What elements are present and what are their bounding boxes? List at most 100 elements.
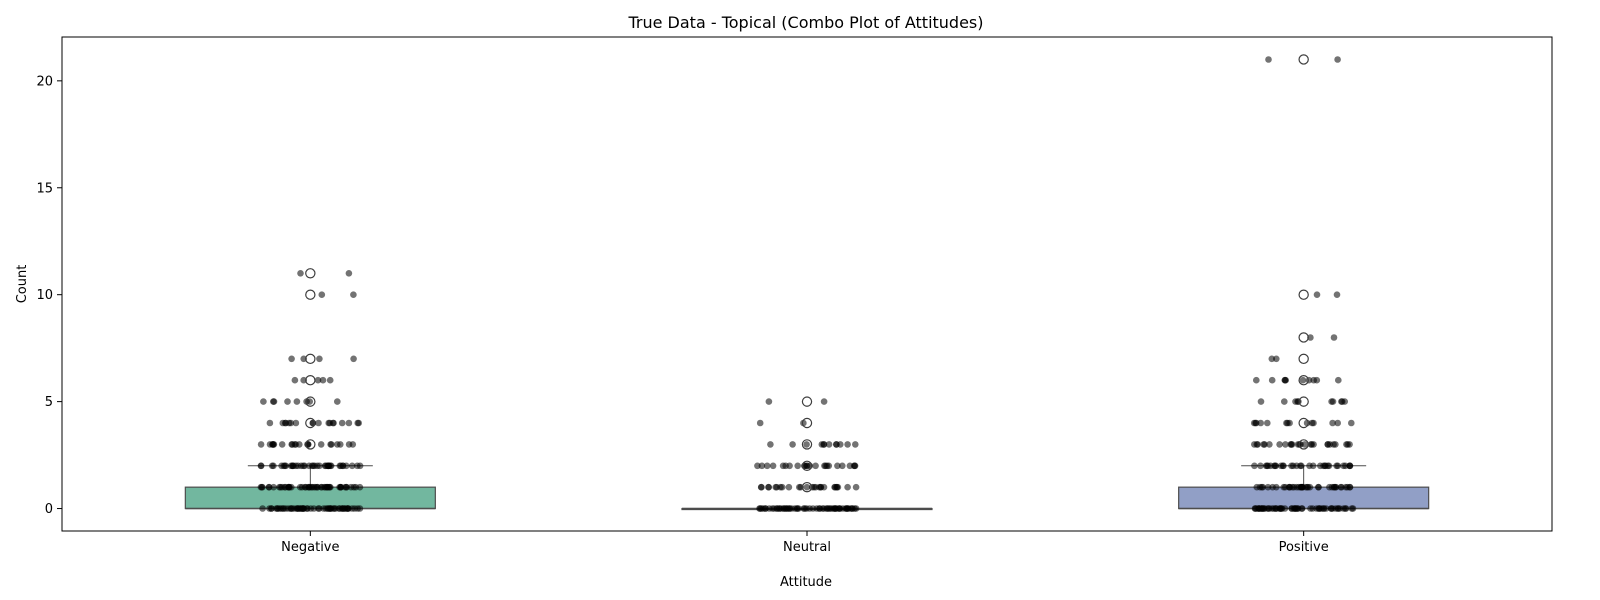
strip-point (334, 398, 341, 405)
outlier-point (1298, 439, 1309, 450)
strip-point (1332, 483, 1340, 491)
strip-point (1299, 376, 1307, 384)
strip-point (268, 462, 276, 470)
strip-point (765, 398, 773, 405)
strip-point (812, 462, 819, 470)
plot-area: 0 5 10 15 20 Negative Neutral Positive (36, 36, 1553, 555)
strip-point (1287, 441, 1294, 448)
strip-point (259, 505, 266, 512)
strip-point (1307, 441, 1315, 448)
strip-point (1344, 441, 1351, 448)
outlier-point (801, 481, 813, 493)
strip-point (1315, 505, 1323, 512)
strip-point (1264, 419, 1271, 427)
outlier-point (305, 396, 316, 407)
strip-point (1326, 483, 1333, 491)
strip-point (281, 462, 289, 470)
strip-point (318, 291, 326, 299)
strip-point (785, 483, 793, 491)
outlier-point (305, 375, 316, 386)
strip-point (284, 398, 291, 405)
strip-point (1254, 505, 1262, 512)
x-tick-label-neutral: Neutral (783, 540, 831, 555)
strip-point (1332, 441, 1339, 448)
strip-point (1298, 505, 1306, 512)
strip-point (1282, 441, 1289, 448)
strip-point (1305, 376, 1313, 384)
strip-point (291, 376, 299, 384)
outlier-point (305, 417, 316, 429)
outliers-negative (305, 268, 316, 450)
strip-point (778, 505, 785, 512)
strip-point (1273, 483, 1280, 491)
strip-point (351, 505, 359, 512)
strip-point (1315, 483, 1322, 491)
strip-point (844, 505, 852, 512)
strip-point (1283, 419, 1290, 427)
strip-point (794, 462, 801, 470)
strip-point (288, 441, 296, 448)
strip-point (852, 483, 860, 491)
box-body (1178, 486, 1430, 510)
strip-point (833, 441, 840, 448)
strip-point (1271, 462, 1278, 470)
strip-point (308, 462, 316, 470)
strip-point (769, 505, 776, 512)
x-tick-label-positive: Positive (1279, 540, 1329, 555)
strip-point (789, 441, 796, 448)
outlier-point (1298, 289, 1309, 300)
strip-point (769, 462, 777, 470)
strip-point (1297, 441, 1304, 448)
strip-point (332, 505, 340, 512)
strip-point (350, 355, 357, 363)
strip-point (302, 483, 310, 491)
strip-point (1276, 441, 1283, 448)
strip-point (1257, 419, 1264, 427)
strip-point (1299, 483, 1306, 491)
strip-point (1320, 462, 1327, 470)
outlier-point (801, 439, 813, 450)
strip-point (334, 441, 341, 448)
strip-point (1282, 483, 1289, 491)
strip-point (348, 462, 356, 470)
outlier-point (305, 289, 316, 300)
strip-point (292, 419, 300, 427)
strip-point (345, 419, 353, 427)
strip-point (317, 441, 325, 448)
y-tick-label: 0 (45, 502, 53, 517)
strip-negative (257, 270, 364, 512)
strip-point (1340, 462, 1347, 470)
strip-point (265, 483, 273, 491)
strip-point (760, 505, 767, 512)
strip-point (1329, 398, 1337, 405)
strip-point (278, 441, 286, 448)
outliers-positive (1298, 54, 1309, 450)
strip-point (844, 441, 851, 448)
strip-point (303, 398, 310, 405)
strip-point (285, 419, 293, 427)
strip-point (1293, 505, 1300, 512)
strip-point (1333, 291, 1341, 299)
y-tick-label: 5 (45, 395, 53, 410)
outlier-point (1298, 353, 1309, 365)
strip-point (349, 441, 357, 448)
strip-point (1251, 462, 1258, 470)
strip-point (314, 483, 321, 491)
strip-point (1266, 441, 1273, 448)
strip-point (1346, 462, 1353, 470)
strip-point (300, 376, 308, 384)
strip-point (326, 376, 334, 384)
strip-point (1293, 483, 1300, 491)
strip-point (1307, 334, 1314, 341)
strip-point (808, 483, 816, 491)
strip-point (1313, 291, 1321, 299)
strip-point (825, 441, 833, 448)
strip-point (1281, 376, 1289, 384)
strip-point (803, 483, 811, 491)
strip-point (272, 505, 280, 512)
strip-point (803, 505, 810, 512)
strip-point (1257, 462, 1264, 470)
strip-point (1334, 419, 1341, 427)
strip-point (1332, 505, 1339, 512)
y-tick-label: 20 (36, 74, 53, 89)
